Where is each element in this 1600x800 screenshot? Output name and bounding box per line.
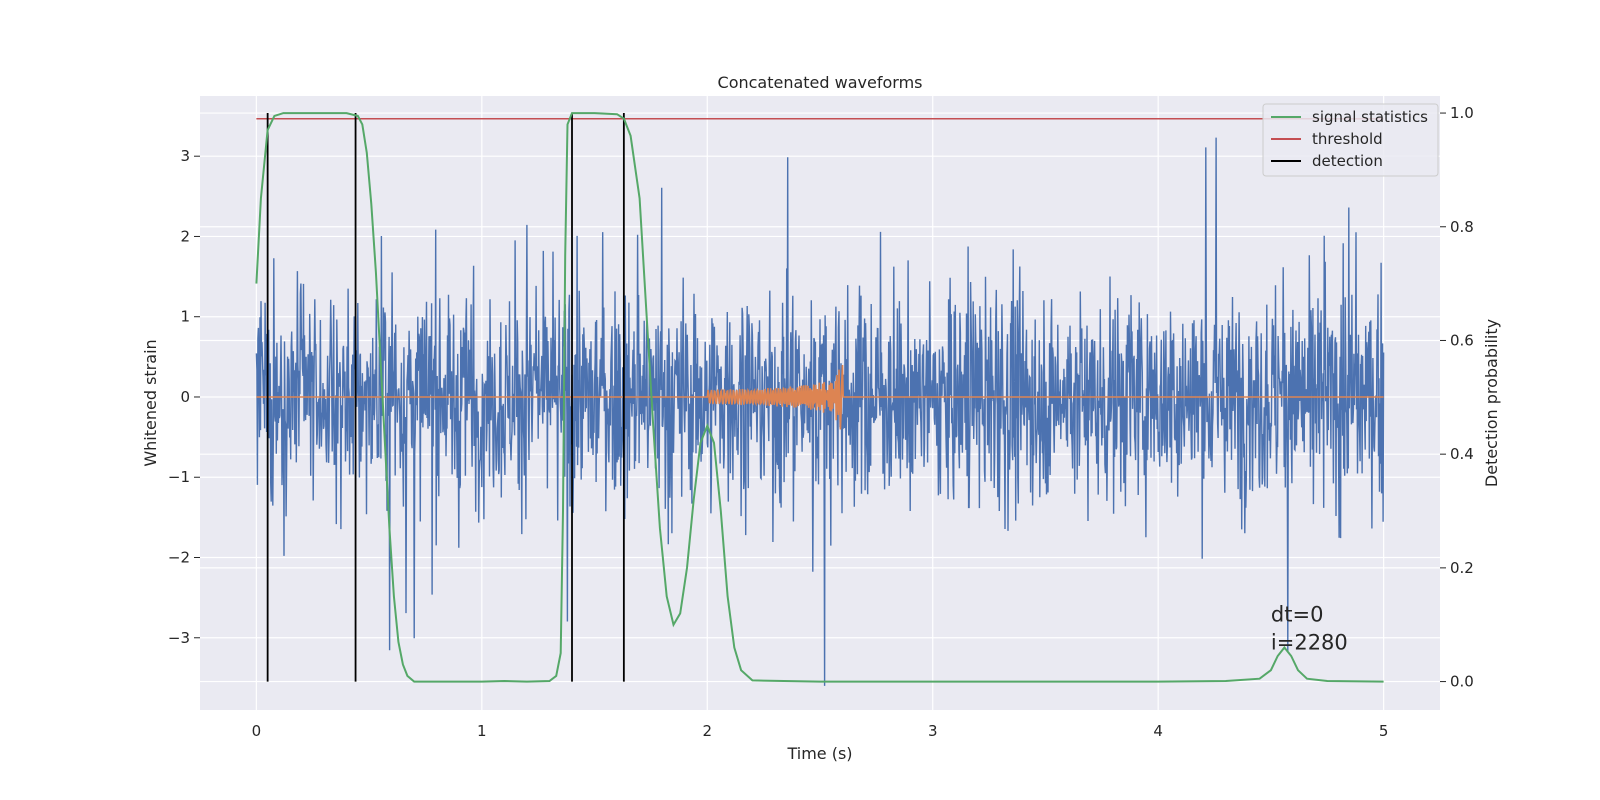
chart-title: Concatenated waveforms: [718, 73, 923, 92]
legend: signal statistics threshold detection: [1262, 103, 1439, 177]
x-tick-label: 4: [1153, 722, 1163, 740]
axis-ticks: 0 1 2 3 4 5 −3 −2 −1 0 1 2 3 0.0 0.2 0.4 0.6 0.8 1.0: [168, 104, 1474, 740]
y2-tick-label: 0.2: [1450, 559, 1474, 577]
y-tick-label: 3: [180, 147, 190, 165]
x-tick-label: 5: [1379, 722, 1389, 740]
y-axis-label: Whitened strain: [141, 339, 160, 466]
y2-tick-label: 1.0: [1450, 104, 1474, 122]
y-tick-label: −3: [168, 629, 190, 647]
series-whitened-strain: [255, 137, 1385, 686]
y-tick-label: 0: [180, 388, 190, 406]
x-tick-label: 2: [702, 722, 712, 740]
y2-tick-label: 0.4: [1450, 445, 1474, 463]
y2-tick-label: 0.8: [1450, 218, 1474, 236]
y2-tick-label: 0.0: [1450, 673, 1474, 691]
series-signal-statistics: [255, 112, 1384, 683]
x-axis-label: Time (s): [786, 744, 852, 763]
legend-label-detection: detection: [1312, 152, 1383, 170]
y2-tick-label: 0.6: [1450, 331, 1474, 349]
y2-axis-label: Detection probability: [1482, 319, 1501, 487]
annotation-index: i=2280: [1271, 631, 1348, 655]
x-tick-label: 1: [477, 722, 487, 740]
annotation-dt: dt=0: [1271, 603, 1324, 627]
series-template-waveform: [256, 364, 1384, 430]
y-tick-label: 2: [180, 227, 190, 245]
y-tick-label: 1: [180, 308, 190, 326]
legend-label-signal-statistics: signal statistics: [1312, 108, 1428, 126]
y-tick-label: −2: [168, 549, 190, 567]
plot-content: [255, 112, 1385, 686]
legend-label-threshold: threshold: [1312, 130, 1383, 148]
x-tick-label: 0: [252, 722, 262, 740]
annotation: dt=0 i=2280: [1271, 603, 1348, 655]
x-tick-label: 3: [928, 722, 938, 740]
y-tick-label: −1: [168, 468, 190, 486]
legend-box: [1262, 103, 1439, 177]
